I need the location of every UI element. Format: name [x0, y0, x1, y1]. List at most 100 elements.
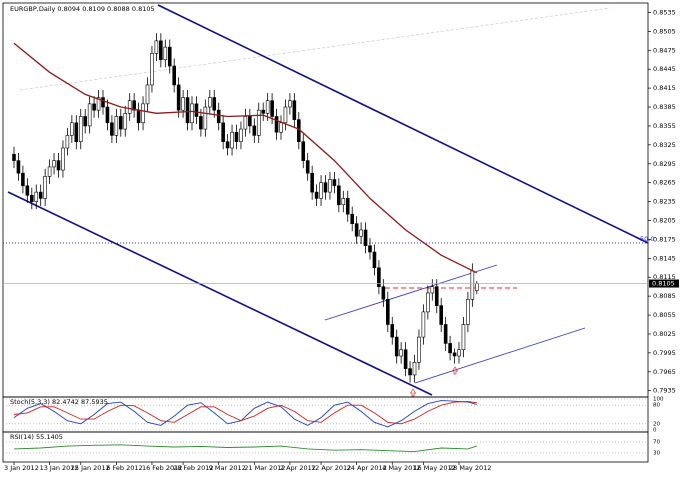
candle-body	[132, 100, 136, 111]
y-tick-label: 0.8475	[653, 46, 676, 54]
candle-body	[452, 352, 457, 357]
candle-body	[470, 270, 475, 300]
chart-header: EURGBP,Daily 0.8094 0.8109 0.8088 0.8105	[10, 5, 155, 13]
candle-body	[256, 109, 261, 136]
candle-body	[474, 283, 479, 291]
rsi-frame	[2, 431, 649, 463]
y-tick-label: 0.7935	[653, 387, 676, 395]
candles	[12, 33, 479, 383]
candle-body	[430, 286, 435, 294]
candle-body	[167, 46, 172, 67]
y-tick-label: 0.8085	[653, 292, 676, 300]
candle-body	[163, 46, 168, 61]
channel-lower	[7, 191, 433, 396]
candle-body	[47, 166, 52, 177]
x-tick-label: 21 Mar 2012	[244, 464, 285, 472]
candle-body	[216, 109, 221, 124]
channel-upper	[157, 4, 649, 244]
candle-body	[110, 122, 114, 136]
y-tick-label: 0.7995	[653, 349, 676, 357]
candle-body	[292, 100, 297, 120]
candle-body	[199, 116, 203, 130]
candle-body	[332, 179, 337, 187]
candle-body	[248, 116, 252, 127]
candle-body	[328, 179, 332, 193]
candle-body	[154, 40, 159, 54]
candle-body	[190, 103, 194, 124]
indicator-name: RSI(14)	[10, 433, 34, 441]
last-close: 0.8105	[132, 5, 155, 13]
candle-body	[439, 305, 444, 325]
candle-body	[25, 185, 30, 196]
candle-body	[43, 176, 47, 199]
y-tick-label: 0.8415	[653, 84, 676, 92]
arrow-marker	[409, 388, 417, 397]
candle-body	[230, 131, 234, 149]
stoch-header: Stoch(5,3,3) 82.4742 87.5935	[10, 398, 108, 406]
candle-body	[279, 122, 283, 133]
x-tick-label: 16 May 2012	[413, 464, 455, 472]
candle-body	[394, 336, 399, 357]
indicator-tick-label: 70	[653, 440, 660, 446]
candle-body	[368, 245, 372, 253]
candle-body	[354, 223, 359, 237]
candle-body	[141, 103, 145, 124]
candle-body	[61, 147, 65, 171]
x-tick-label: 2 Apr 2012	[280, 464, 316, 472]
candle-body	[221, 122, 225, 142]
y-tick-label: 0.8145	[653, 254, 676, 262]
indicator-tick-label: 30	[653, 450, 660, 456]
candle-body	[443, 324, 448, 344]
candle-body	[21, 172, 25, 187]
candle-body	[261, 109, 266, 114]
candle-body	[208, 97, 212, 108]
wedge-lower	[414, 327, 586, 384]
indicator-tick-label: 20	[653, 421, 660, 427]
candle-body	[372, 251, 377, 269]
candle-body	[96, 97, 101, 111]
candle-body	[83, 116, 87, 127]
y-tick-label: 0.8175	[653, 235, 676, 243]
candle-body	[56, 160, 61, 171]
candle-body	[363, 229, 368, 247]
indicator-tick-label: 100	[653, 397, 664, 403]
candle-body	[172, 65, 176, 86]
candle-body	[301, 141, 306, 161]
fib-label: 50.0	[640, 235, 654, 243]
candle-body	[105, 106, 110, 124]
y-tick-label: 0.8325	[653, 141, 676, 149]
indicator-line	[13, 444, 477, 453]
candle-body	[350, 213, 355, 224]
candle-body	[305, 160, 310, 174]
candle-body	[403, 349, 408, 369]
indicator-value: 82.4742	[52, 398, 79, 406]
y-tick-label: 0.8025	[653, 330, 676, 338]
candle-body	[16, 160, 21, 174]
candle-body	[194, 103, 199, 117]
faint-trendline	[19, 7, 611, 91]
candle-body	[385, 298, 390, 325]
x-tick-label: 6 Feb 2012	[106, 464, 142, 472]
y-tick-label: 0.8385	[653, 103, 676, 111]
candle-body	[381, 286, 386, 300]
y-tick-label: 0.7965	[653, 368, 676, 376]
x-tick-label: 9 Mar 2012	[209, 464, 246, 472]
candle-body	[119, 116, 123, 130]
indicator-value: 87.5935	[81, 398, 108, 406]
candle-body	[87, 103, 92, 127]
y-tick-label: 0.8295	[653, 160, 676, 168]
candle-body	[74, 122, 79, 142]
candle-body	[159, 40, 163, 61]
candle-body	[310, 172, 314, 193]
candle-body	[150, 53, 154, 86]
candle-body	[466, 298, 470, 325]
y-tick-label: 0.8055	[653, 311, 676, 319]
last-low: 0.8088	[107, 5, 130, 13]
candle-body	[448, 343, 452, 354]
candle-body	[185, 97, 190, 124]
x-tick-label: 16 Feb 2012	[142, 464, 182, 472]
candle-body	[323, 182, 328, 193]
candle-body	[12, 153, 16, 161]
candle-body	[252, 125, 257, 136]
candle-body	[78, 116, 83, 142]
